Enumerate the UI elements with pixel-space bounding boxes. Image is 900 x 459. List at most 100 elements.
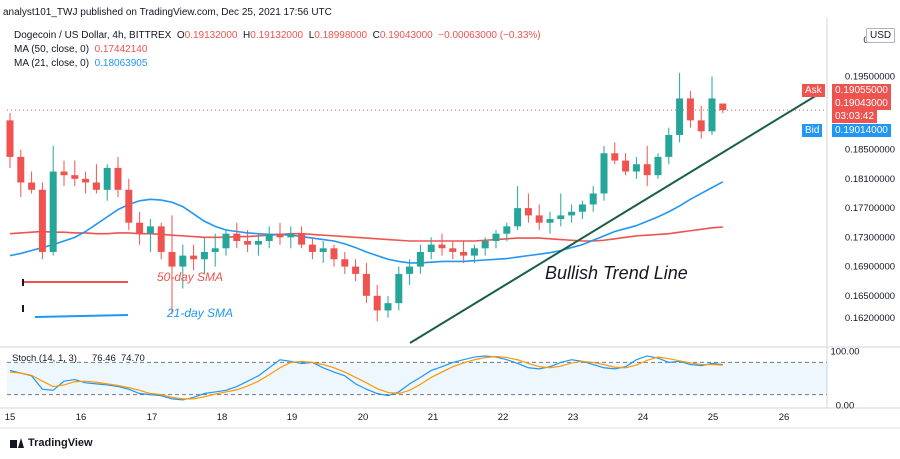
candle-body (460, 251, 468, 256)
candle-body (654, 156, 662, 176)
candle-body (276, 233, 284, 238)
ma50-legend[interactable]: MA (50, close, 0) 0.17442140 (14, 44, 147, 55)
candle-body (114, 167, 122, 190)
candle-body (384, 303, 392, 311)
stoch-label: Stoch (14, 1, 3) (12, 353, 77, 364)
candle-body (17, 156, 25, 183)
candle-body (341, 259, 349, 267)
stoch-y-tick-label: 0.00 (836, 400, 855, 411)
candle-body (233, 233, 241, 241)
candle-body (686, 98, 694, 121)
currency-badge[interactable]: USD (866, 28, 896, 43)
candle-body (82, 178, 90, 183)
candle-body (362, 273, 370, 296)
y-tick-label: 0.18500000 (845, 145, 895, 156)
low-value: 0.18998000 (314, 30, 368, 41)
tradingview-brand: TradingView (28, 437, 93, 449)
y-tick-label: 0.17700000 (845, 203, 895, 214)
x-tick-label: 25 (708, 412, 719, 423)
y-tick-label: 0.16500000 (845, 291, 895, 302)
candle-body (589, 193, 597, 205)
candle-body (49, 171, 57, 252)
candle-body (308, 244, 316, 252)
sma50-annotation: 50-day SMA (157, 270, 223, 284)
stoch-y-tick-label: 100.00 (830, 347, 859, 358)
bid-label: Bid (802, 124, 823, 137)
open-label: O (176, 30, 185, 41)
candle-body (481, 240, 489, 249)
stoch-k-value: 76.46 (92, 353, 116, 364)
ma50-legend-label: MA (50, close, 0) (14, 44, 90, 55)
open-value: 0.19132000 (184, 30, 238, 41)
close-value: 0.19043000 (379, 30, 433, 41)
x-tick-label: 19 (287, 412, 298, 423)
candle-body (524, 208, 532, 216)
sma21-annotation: 21-day SMA (166, 306, 233, 320)
candle-body (416, 251, 424, 267)
candle-body (211, 248, 219, 252)
ma50-legend-value: 0.17442140 (94, 44, 148, 55)
candle-body (395, 273, 403, 304)
x-tick-label: 17 (147, 412, 158, 423)
stoch-d-line (9, 355, 723, 400)
y-tick-label: 0.19500000 (845, 71, 895, 82)
candle-body (719, 103, 727, 111)
ma21-legend-value: 0.18063905 (94, 58, 148, 69)
tradingview-logo-icon (10, 438, 24, 448)
candle-body (546, 219, 554, 223)
ask-label: Ask (802, 84, 825, 97)
ask-value: 0.19055000 (832, 84, 891, 97)
ma21-legend-label: MA (21, close, 0) (14, 58, 90, 69)
high-value: 0.19132000 (250, 30, 304, 41)
candle-body (535, 215, 543, 223)
y-tick-label: 0.16200000 (845, 313, 895, 324)
tradingview-logo[interactable]: TradingView (10, 437, 93, 449)
candle-body (352, 266, 360, 274)
candle-body (254, 240, 262, 245)
candle-body (697, 120, 705, 132)
candle-body (427, 244, 435, 252)
y-tick-label: 0.17300000 (845, 232, 895, 243)
candle-body (168, 251, 176, 267)
last-price-value: 0.19043000 (832, 97, 891, 110)
candle-body (373, 295, 381, 311)
publisher-line: analyst101_TWJ published on TradingView.… (3, 7, 332, 18)
candle-body (622, 160, 630, 172)
candle-body (38, 189, 46, 252)
candle-body (6, 120, 14, 157)
candle-body (665, 134, 673, 157)
candle-body (103, 167, 111, 190)
candle-body (470, 248, 478, 256)
candle-body (676, 98, 684, 135)
candle-body (146, 226, 154, 234)
candle-body (157, 226, 165, 252)
candle-body (71, 175, 79, 179)
trend-line-annotation: Bullish Trend Line (545, 263, 688, 283)
candle-body (611, 153, 619, 161)
candle-body (438, 244, 446, 249)
x-tick-label: 26 (779, 412, 790, 423)
candle-body (200, 251, 208, 260)
symbol-name: Dogecoin / US Dollar, 4h, BITTREX (14, 30, 172, 41)
x-tick-label: 23 (568, 412, 579, 423)
candle-body (330, 248, 338, 260)
candle-body (136, 222, 144, 234)
candle-body (244, 240, 252, 245)
candle-body (600, 153, 608, 194)
x-tick-label: 15 (5, 412, 16, 423)
y-tick-label: 0.16900000 (845, 262, 895, 273)
candle-body (190, 255, 198, 260)
close-label: C (372, 30, 380, 41)
candle-body (406, 266, 414, 274)
x-tick-label: 16 (76, 412, 87, 423)
bar-countdown: 03:03:42 (832, 110, 877, 123)
candle-body (578, 204, 586, 212)
candle-body (514, 208, 522, 227)
candle-body (708, 98, 716, 132)
x-tick-label: 22 (498, 412, 509, 423)
candle-body (568, 211, 576, 216)
ma21-legend[interactable]: MA (21, close, 0) 0.18063905 (14, 58, 147, 69)
candle-body (632, 164, 640, 172)
